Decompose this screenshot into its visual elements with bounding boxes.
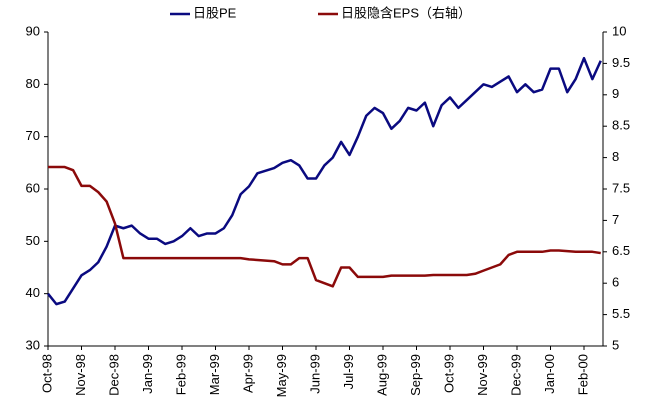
y2-tick-label: 5.5 — [612, 306, 630, 321]
x-tick-label: Jun-99 — [307, 354, 322, 394]
x-tick-label: May-99 — [274, 354, 289, 397]
y-tick-label: 90 — [26, 23, 40, 38]
x-tick-label: Nov-99 — [475, 354, 490, 396]
y2-tick-label: 5 — [612, 337, 619, 352]
legend-label: 日股隐含EPS（右轴） — [341, 5, 471, 20]
x-tick-label: Oct-99 — [441, 354, 456, 393]
y2-tick-label: 6 — [612, 275, 619, 290]
y2-tick-label: 6.5 — [612, 243, 630, 258]
x-tick-label: Aug-99 — [374, 354, 389, 396]
x-tick-label: Mar-99 — [207, 354, 222, 395]
data-line — [48, 165, 601, 288]
data-line — [47, 56, 602, 306]
legend-label: 日股PE — [193, 5, 237, 20]
x-tick-label: Feb-00 — [575, 354, 590, 395]
x-tick-label: Dec-99 — [508, 354, 523, 396]
x-tick-label: Jan-00 — [542, 354, 557, 394]
x-tick-label: Oct-98 — [39, 354, 54, 393]
y2-tick-label: 7 — [612, 212, 619, 227]
x-tick-label: Jul-99 — [341, 354, 356, 389]
y-tick-label: 80 — [26, 76, 40, 91]
y-tick-label: 60 — [26, 180, 40, 195]
x-tick-label: Nov-98 — [73, 354, 88, 396]
y-tick-label: 30 — [26, 337, 40, 352]
x-tick-label: Feb-99 — [173, 354, 188, 395]
x-tick-label: Sep-99 — [408, 354, 423, 396]
y2-tick-label: 8 — [612, 149, 619, 164]
x-tick-label: Dec-98 — [106, 354, 121, 396]
y2-tick-label: 8.5 — [612, 118, 630, 133]
y-tick-label: 40 — [26, 285, 40, 300]
y2-tick-label: 9.5 — [612, 55, 630, 70]
x-tick-label: Jan-99 — [140, 354, 155, 394]
y-tick-label: 50 — [26, 233, 40, 248]
y2-tick-label: 7.5 — [612, 180, 630, 195]
y2-tick-label: 10 — [612, 23, 626, 38]
y-tick-label: 70 — [26, 128, 40, 143]
x-tick-label: Apr-99 — [240, 354, 255, 393]
y2-tick-label: 9 — [612, 86, 619, 101]
